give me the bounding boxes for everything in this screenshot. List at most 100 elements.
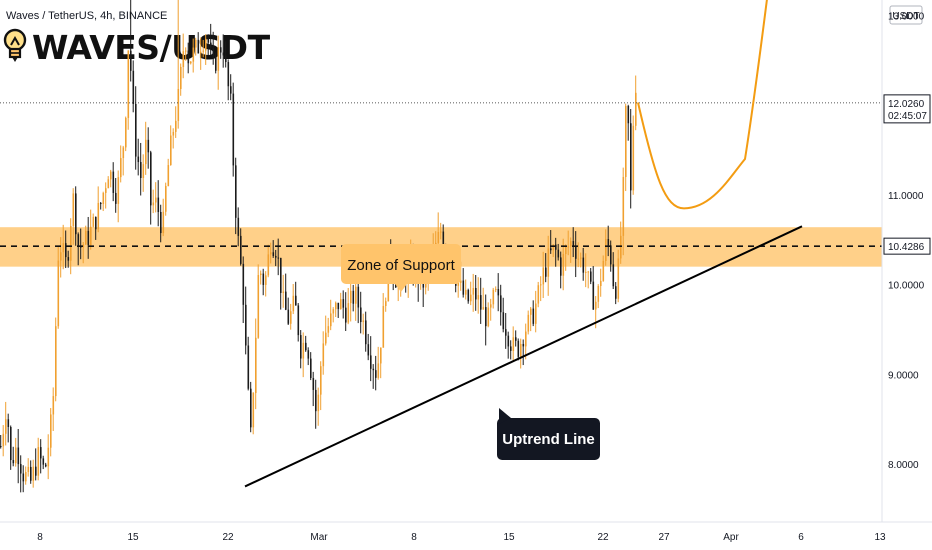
candle-body: [295, 295, 297, 306]
candle-body: [560, 257, 562, 276]
candle-body: [45, 464, 47, 467]
candle-body: [620, 235, 622, 259]
price-tick-label: 9.0000: [888, 370, 919, 381]
candle-body: [360, 307, 362, 323]
price-tick-label: 10.0000: [888, 281, 925, 292]
candle-body: [625, 105, 627, 178]
candle-body: [210, 42, 212, 48]
candle-body: [297, 305, 300, 336]
logo-text: WAVES/USDT: [32, 27, 270, 67]
candle-body: [470, 294, 472, 302]
candle-body: [332, 309, 335, 314]
candle-body: [105, 188, 107, 193]
candle-body: [492, 289, 495, 305]
uptrend-callout-pointer: [499, 408, 511, 424]
candle-body: [522, 343, 525, 347]
candle-body: [145, 139, 147, 165]
candle-body: [160, 212, 162, 234]
candle-body: [272, 252, 275, 256]
candle-body: [507, 335, 510, 347]
candle-body: [82, 244, 85, 248]
candle-body: [457, 282, 460, 286]
candle-body: [175, 120, 177, 132]
candle-body: [550, 248, 552, 251]
candle-body: [27, 466, 30, 473]
candle-body: [477, 295, 480, 300]
candle-body: [85, 230, 87, 245]
candle-body: [72, 193, 75, 226]
candle-body: [327, 326, 330, 333]
candle-body: [130, 50, 132, 71]
candle-body: [317, 394, 320, 412]
candle-body: [542, 267, 545, 285]
currency-badge[interactable]: [889, 5, 923, 25]
candle-body: [172, 131, 175, 136]
candle-body: [617, 258, 620, 299]
time-tick-label: 27: [658, 532, 670, 543]
candle-body: [97, 203, 100, 230]
symbol-header: Waves / TetherUS, 4h, BINANCE: [6, 10, 168, 22]
candle-body: [505, 329, 507, 336]
candle-body: [100, 203, 102, 205]
candle-body: [42, 458, 45, 465]
candle-body: [277, 257, 280, 259]
uptrend-callout-label: Uptrend Line: [502, 431, 595, 448]
candle-body: [367, 344, 370, 356]
candle-body: [207, 38, 210, 43]
candle-body: [237, 217, 240, 236]
candle-body: [285, 291, 287, 310]
candle-body: [437, 231, 440, 243]
candle-body: [612, 264, 615, 287]
candle-body: [2, 433, 5, 447]
candle-body: [375, 370, 377, 378]
candle-body: [377, 363, 380, 378]
candle-body: [5, 419, 7, 434]
support-price-tag: 10.4286: [888, 242, 925, 253]
candle-body: [340, 299, 342, 310]
candle-body: [490, 304, 492, 308]
candle-body: [155, 197, 157, 203]
candle-body: [267, 254, 270, 276]
candle-body: [255, 337, 257, 394]
candle-body: [485, 307, 487, 327]
candle-body: [52, 396, 55, 415]
candle-body: [192, 47, 195, 62]
candle-body: [330, 313, 332, 327]
candle-body: [95, 216, 97, 230]
candle-body: [605, 239, 607, 261]
uptrend-line[interactable]: [244, 225, 803, 488]
candle-body: [177, 88, 180, 121]
candle-body: [242, 263, 245, 305]
candle-body: [532, 308, 535, 324]
candle-body: [182, 51, 185, 68]
candle-body: [132, 70, 135, 104]
candle-body: [315, 389, 317, 412]
candle-body: [502, 312, 505, 330]
candle-body: [597, 286, 600, 302]
candle-body: [15, 447, 17, 464]
candle-body: [205, 38, 207, 51]
candle-body: [282, 291, 285, 293]
candle-body: [35, 466, 37, 476]
time-tick-label: 22: [222, 532, 234, 543]
candle-body: [197, 39, 200, 54]
candle-body: [215, 56, 217, 71]
candle-body: [122, 147, 125, 159]
candle-body: [180, 67, 182, 89]
candle-body: [135, 103, 137, 157]
candle-body: [0, 446, 2, 448]
candle-body: [152, 202, 155, 206]
candle-body: [187, 50, 190, 64]
candle-body: [362, 320, 365, 323]
candle-body: [232, 93, 235, 166]
candle-body: [165, 185, 167, 212]
candle-body: [150, 152, 152, 206]
candle-body: [312, 378, 315, 390]
candle-body: [540, 284, 542, 286]
lightbulb-icon: [3, 28, 27, 62]
candle-body: [115, 192, 117, 204]
candle-body: [440, 231, 442, 233]
candle-body: [465, 290, 467, 295]
currency-badge-label: USDT: [892, 11, 919, 22]
